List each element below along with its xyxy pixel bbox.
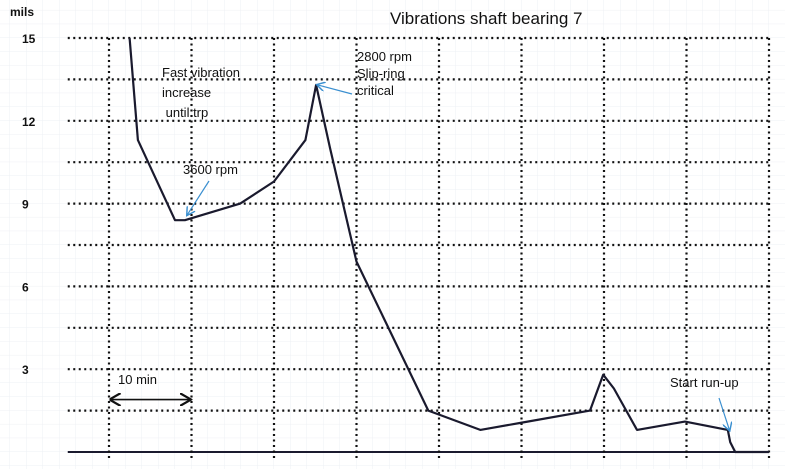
y-tick-label: 3: [22, 363, 29, 377]
annotation-arrow: [718, 397, 729, 430]
y-axis-label: mils: [10, 5, 34, 19]
series-line-vibration: [128, 37, 769, 454]
annotation-text: Fast vibration increase until trp: [162, 65, 240, 120]
annotation-text: Start run-up: [670, 375, 739, 390]
annotation-text: 2800 rpm Slip-ring critical: [357, 49, 412, 98]
annotation-arrow: [318, 85, 353, 95]
y-tick-label: 15: [22, 32, 36, 46]
annotation-arrow: [187, 180, 210, 215]
y-tick-label: 9: [22, 198, 29, 212]
annotation-text: 3600 rpm: [183, 162, 238, 177]
scale-bar-label: 10 min: [118, 372, 157, 387]
y-tick-label: 6: [22, 280, 29, 294]
chart-title: Vibrations shaft bearing 7: [390, 9, 582, 28]
y-tick-label: 12: [22, 115, 36, 129]
